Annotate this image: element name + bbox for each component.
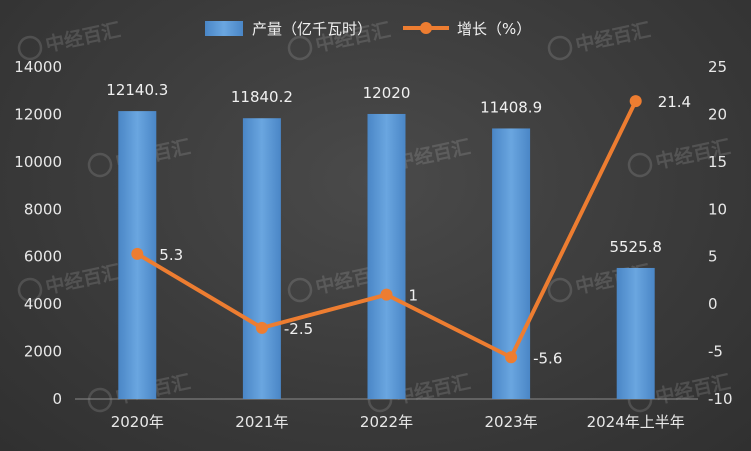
watermark-text: 中经百汇 — [43, 260, 122, 298]
right-tick-label: 0 — [708, 295, 718, 313]
x-tick-label: 2023年 — [485, 413, 538, 431]
right-tick-label: 25 — [708, 58, 727, 76]
bar-data-label: 11408.9 — [480, 98, 542, 116]
right-tick-label: 15 — [708, 153, 727, 171]
legend-bar-label: 产量（亿千瓦时） — [252, 20, 372, 38]
left-tick-label: 6000 — [24, 248, 62, 266]
bar-data-label: 11840.2 — [231, 88, 293, 106]
x-tick-label: 2021年 — [235, 413, 288, 431]
legend-line-label: 增长（%） — [457, 20, 531, 38]
watermark: 中经百汇 — [17, 18, 122, 61]
bar — [367, 113, 406, 399]
line-data-label: 5.3 — [159, 246, 183, 264]
right-axis: -10 -5 0 5 10 15 20 25 — [708, 58, 733, 408]
left-tick-label: 10000 — [14, 153, 62, 171]
right-tick-label: 20 — [708, 105, 727, 123]
bar — [242, 118, 281, 400]
x-tick-label: 2020年 — [111, 413, 164, 431]
left-tick-label: 14000 — [14, 58, 62, 76]
watermark-text: 中经百汇 — [573, 18, 652, 56]
left-tick-label: 4000 — [24, 295, 62, 313]
line-point — [629, 95, 642, 108]
line-data-label: 1 — [409, 287, 419, 305]
line-series: 5.3 -2.5 1 -5.6 21.4 — [131, 93, 691, 367]
bar-data-label: 12020 — [363, 84, 411, 102]
right-tick-label: -10 — [708, 390, 733, 408]
line-point — [505, 351, 518, 364]
left-tick-label: 0 — [52, 390, 62, 408]
bar — [616, 267, 655, 399]
line-data-label: -2.5 — [284, 320, 313, 338]
watermark: 中经百汇 — [547, 18, 652, 61]
line-point — [255, 321, 268, 334]
left-tick-label: 8000 — [24, 200, 62, 218]
left-tick-label: 2000 — [24, 343, 62, 361]
right-tick-label: -5 — [708, 343, 723, 361]
bar-data-label: 12140.3 — [106, 81, 168, 99]
left-tick-label: 12000 — [14, 105, 62, 123]
x-tick-label: 2022年 — [360, 413, 413, 431]
x-axis: 2020年 2021年 2022年 2023年 2024年上半年 — [75, 398, 698, 431]
right-tick-label: 10 — [708, 200, 727, 218]
watermark-text: 中经百汇 — [43, 18, 122, 56]
bar-data-label: 5525.8 — [609, 238, 662, 256]
line-data-label: 21.4 — [658, 93, 691, 111]
legend: 产量（亿千瓦时） 增长（%） — [205, 20, 531, 38]
legend-bar-swatch — [205, 21, 243, 36]
x-tick-label: 2024年上半年 — [587, 413, 685, 431]
left-axis: 0 2000 4000 6000 8000 10000 12000 14000 — [14, 58, 62, 408]
legend-line-marker — [420, 22, 432, 34]
line-point — [131, 247, 144, 260]
line-data-label: -5.6 — [533, 349, 562, 367]
bar-series: 12140.3 11840.2 12020 11408.9 5525.8 — [106, 81, 662, 400]
right-tick-label: 5 — [708, 248, 718, 266]
line-point — [380, 288, 393, 301]
